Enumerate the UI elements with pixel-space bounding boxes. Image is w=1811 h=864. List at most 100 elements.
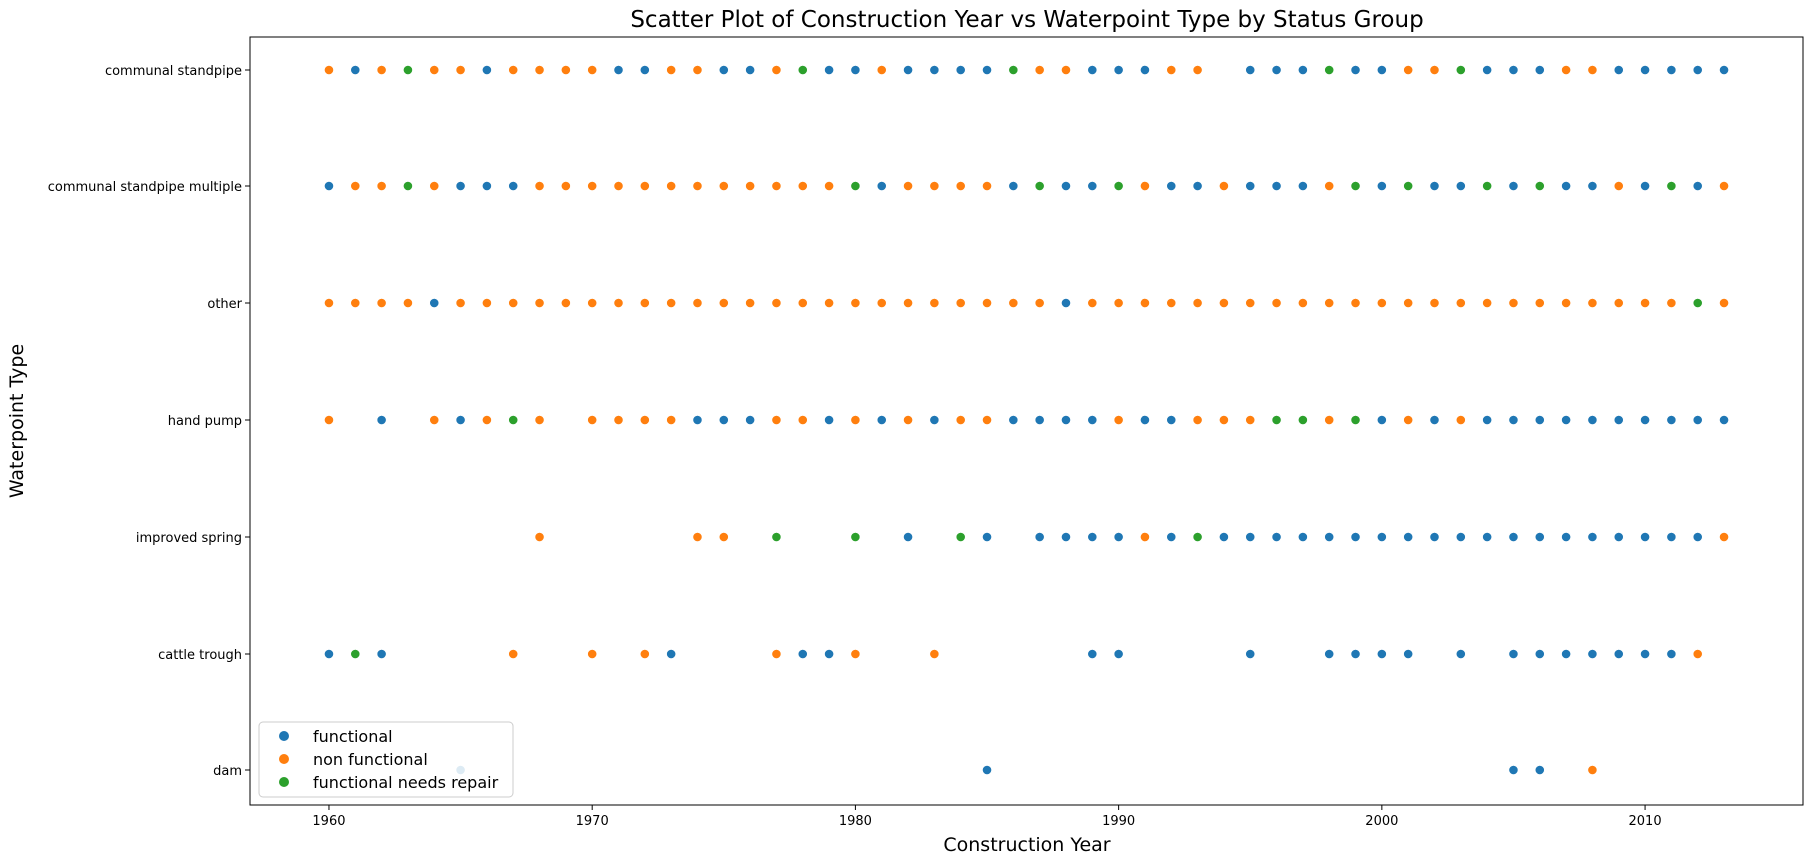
data-point	[1403, 65, 1414, 75]
data-point	[1455, 65, 1466, 75]
data-point	[745, 298, 756, 308]
data-point	[560, 298, 571, 308]
points-layer	[324, 65, 1729, 775]
data-point	[1245, 532, 1256, 542]
data-point	[1561, 65, 1572, 75]
data-point	[1508, 65, 1519, 75]
data-point	[1087, 532, 1098, 542]
data-point	[903, 65, 913, 75]
data-point	[1008, 65, 1019, 75]
data-point	[1271, 181, 1282, 191]
legend-box	[258, 721, 514, 798]
data-point	[1297, 415, 1308, 425]
data-point	[508, 298, 519, 308]
data-point	[771, 649, 782, 659]
y-tick-label: dam	[213, 764, 242, 779]
data-point	[718, 65, 729, 75]
data-point	[929, 415, 940, 425]
data-point	[1166, 415, 1177, 425]
data-point	[903, 532, 913, 542]
data-point	[824, 181, 834, 191]
data-point	[1455, 415, 1466, 425]
data-point	[1613, 532, 1624, 542]
data-point	[1455, 649, 1466, 659]
data-point	[1219, 181, 1229, 191]
data-point	[508, 415, 519, 425]
data-point	[955, 65, 966, 75]
data-point	[1297, 298, 1308, 308]
data-point	[1008, 298, 1019, 308]
data-point	[1429, 532, 1440, 542]
data-point	[745, 65, 756, 75]
data-point	[1613, 181, 1624, 191]
data-point	[376, 65, 387, 75]
data-point	[1508, 532, 1519, 542]
data-point	[1403, 298, 1414, 308]
legend-label: functional needs repair	[313, 773, 499, 792]
data-point	[587, 65, 598, 75]
data-point	[745, 415, 756, 425]
legend-marker	[279, 754, 289, 764]
data-point	[850, 415, 861, 425]
data-point	[324, 181, 334, 191]
x-axis-label: Construction Year	[943, 834, 1110, 856]
data-point	[429, 181, 440, 191]
x-tick-label: 1960	[312, 814, 345, 829]
data-point	[1140, 532, 1150, 542]
x-tick-label: 1970	[576, 814, 609, 829]
data-point	[929, 649, 940, 659]
data-point	[534, 415, 545, 425]
data-point	[850, 649, 861, 659]
data-point	[1508, 415, 1519, 425]
data-point	[876, 65, 887, 75]
x-axis: 1960 1970 1980 1990 2000 2010	[312, 805, 1662, 829]
data-point	[1297, 65, 1308, 75]
legend: functional non functional functional needs…	[258, 721, 514, 798]
data-point	[1482, 415, 1493, 425]
data-point	[587, 649, 598, 659]
data-point	[1192, 298, 1203, 308]
data-point	[1482, 65, 1493, 75]
data-point	[850, 532, 861, 542]
data-point	[1534, 298, 1545, 308]
data-point	[982, 415, 992, 425]
data-point	[1271, 65, 1282, 75]
data-point	[1640, 181, 1650, 191]
data-point	[455, 415, 466, 425]
data-point	[666, 415, 677, 425]
data-point	[1324, 415, 1335, 425]
data-point	[1034, 181, 1045, 191]
data-point	[1613, 65, 1624, 75]
data-point	[1297, 181, 1308, 191]
y-tick-label: other	[207, 297, 242, 312]
data-point	[1350, 65, 1361, 75]
data-point	[1166, 298, 1177, 308]
data-point	[1087, 65, 1098, 75]
data-point	[1087, 649, 1098, 659]
data-point	[1271, 298, 1282, 308]
data-point	[797, 181, 808, 191]
data-point	[1719, 298, 1729, 308]
data-point	[1350, 298, 1361, 308]
data-point	[1350, 415, 1361, 425]
data-point	[1376, 181, 1387, 191]
data-point	[1245, 649, 1256, 659]
legend-marker	[279, 731, 289, 741]
y-tick-label: improved spring	[136, 531, 242, 546]
data-point	[1561, 532, 1572, 542]
data-point	[1140, 415, 1150, 425]
legend-label: non functional	[313, 750, 428, 769]
data-point	[955, 415, 966, 425]
data-point	[797, 65, 808, 75]
data-point	[1455, 532, 1466, 542]
data-point	[1482, 298, 1493, 308]
data-point	[639, 181, 650, 191]
data-point	[376, 415, 387, 425]
data-point	[1613, 298, 1624, 308]
data-point	[1008, 415, 1019, 425]
data-point	[1113, 649, 1124, 659]
data-point	[692, 181, 703, 191]
data-point	[1034, 298, 1045, 308]
data-point	[1297, 532, 1308, 542]
